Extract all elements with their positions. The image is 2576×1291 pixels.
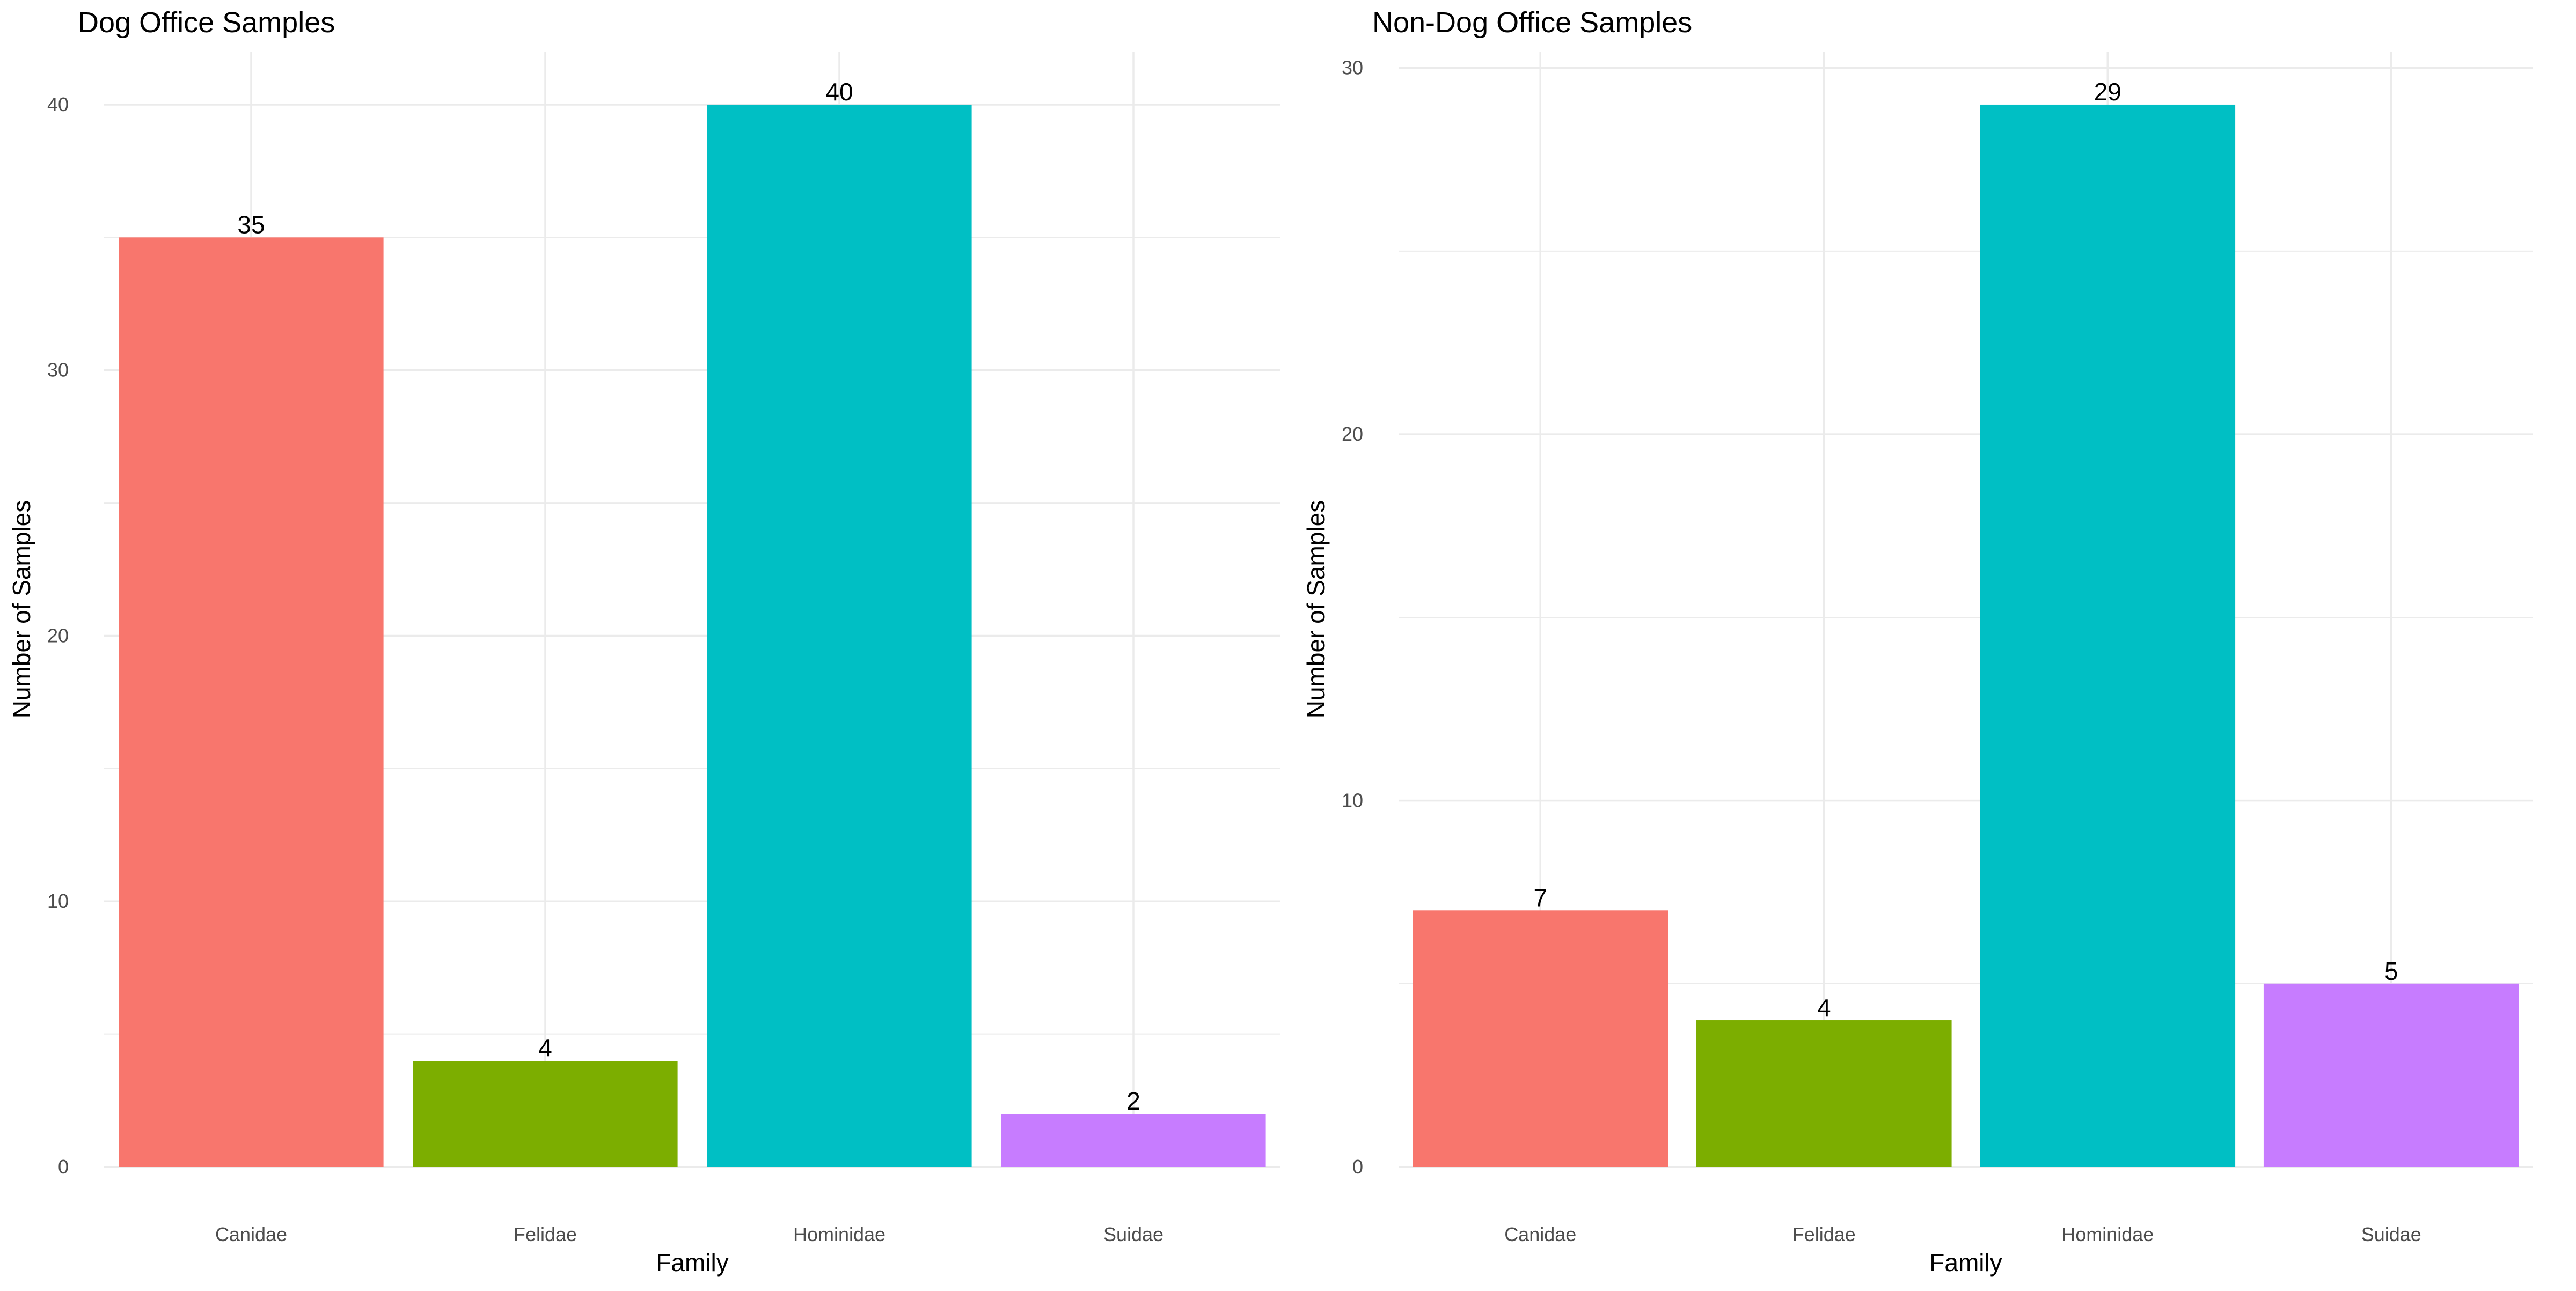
bar-suidae	[1001, 1114, 1266, 1167]
data-label: 2	[1126, 1087, 1140, 1115]
data-label: 35	[237, 210, 265, 238]
y-tick-label: 0	[58, 1156, 69, 1178]
x-tick-label: Felidae	[514, 1223, 577, 1245]
x-axis-title: Family	[656, 1249, 728, 1277]
x-tick-label: Hominidae	[2061, 1223, 2154, 1245]
bar-felidae	[413, 1061, 678, 1167]
data-label: 4	[538, 1034, 552, 1062]
data-label: 4	[1817, 994, 1831, 1022]
y-tick-label: 20	[47, 624, 69, 646]
y-tick-label: 30	[47, 359, 69, 381]
x-tick-label: Canidae	[215, 1223, 287, 1245]
panel-title: Dog Office Samples	[78, 6, 335, 39]
y-tick-label: 40	[47, 93, 69, 115]
data-label: 29	[2094, 78, 2121, 106]
x-tick-label: Felidae	[1792, 1223, 1856, 1245]
y-tick-label: 20	[1342, 423, 1363, 445]
bar-canidae	[119, 237, 384, 1167]
data-label: 5	[2384, 957, 2398, 985]
data-label: 7	[1533, 884, 1547, 911]
y-tick-label: 0	[1352, 1156, 1363, 1178]
bar-hominidae	[707, 104, 972, 1167]
bar-canidae	[1413, 910, 1668, 1167]
chart-panel-2: 0 10 20 30 7 Canidae 4 Felidae 29 Hominidae 5 Suida…	[1302, 6, 2533, 1277]
x-tick-label: Canidae	[1504, 1223, 1576, 1245]
y-axis-title: Number of Samples	[8, 500, 35, 719]
chart-panel-1: 0 10 20 30 40 35 Canidae 4 Felidae 40 Hominidae 2 Su…	[8, 6, 1280, 1277]
x-axis-title: Family	[1929, 1249, 2002, 1277]
data-label: 40	[825, 78, 853, 106]
y-tick-label: 10	[47, 890, 69, 912]
bar-suidae	[2263, 983, 2519, 1167]
bar-hominidae	[1980, 104, 2236, 1167]
bar-felidae	[1696, 1020, 1952, 1167]
x-tick-label: Suidae	[1103, 1223, 1163, 1245]
panel-title: Non-Dog Office Samples	[1372, 6, 1692, 39]
x-tick-label: Suidae	[2361, 1223, 2421, 1245]
x-tick-label: Hominidae	[793, 1223, 885, 1245]
y-tick-label: 10	[1342, 790, 1363, 812]
y-axis-title: Number of Samples	[1302, 500, 1330, 719]
y-tick-label: 30	[1342, 57, 1363, 79]
